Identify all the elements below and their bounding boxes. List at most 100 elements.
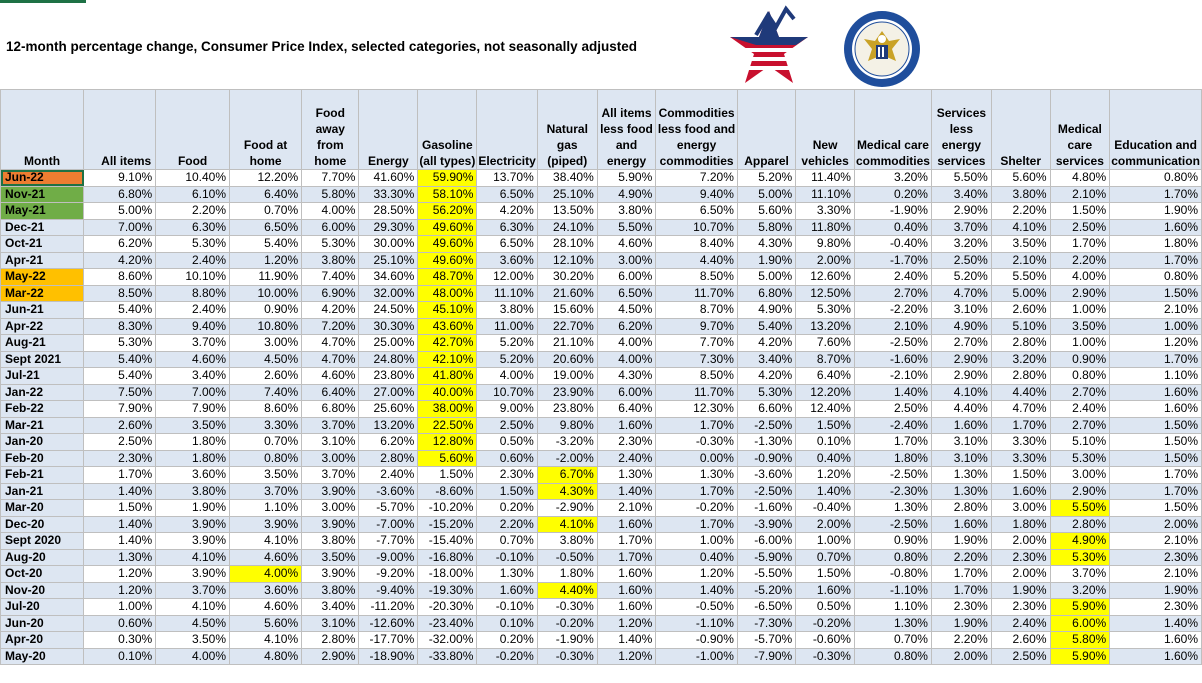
value-cell[interactable]: 3.10% — [930, 449, 992, 467]
column-header[interactable]: Food — [155, 89, 231, 170]
value-cell[interactable]: 2.30% — [596, 433, 657, 451]
value-cell[interactable]: 12.40% — [795, 400, 855, 418]
value-cell[interactable]: -3.60% — [358, 482, 419, 500]
value-cell[interactable]: 3.20% — [990, 350, 1051, 368]
value-cell[interactable]: 11.90% — [229, 268, 303, 286]
value-cell[interactable]: 5.00% — [83, 202, 157, 220]
value-cell[interactable]: 3.00% — [301, 449, 360, 467]
value-cell[interactable]: 4.40% — [536, 581, 598, 599]
value-cell[interactable]: 2.20% — [155, 202, 231, 220]
value-cell[interactable]: 5.50% — [1049, 499, 1111, 517]
value-cell[interactable]: 1.70% — [853, 433, 932, 451]
value-cell[interactable]: -2.50% — [853, 515, 932, 533]
value-cell[interactable]: 2.70% — [930, 334, 992, 352]
value-cell[interactable]: 6.40% — [596, 400, 657, 418]
value-cell[interactable]: 0.70% — [476, 532, 538, 550]
value-cell[interactable]: 11.40% — [795, 169, 855, 187]
value-cell[interactable]: 5.60% — [736, 202, 797, 220]
value-cell[interactable]: 3.50% — [155, 631, 231, 649]
value-cell[interactable]: 2.40% — [155, 251, 231, 269]
value-cell[interactable]: 1.00% — [83, 598, 157, 616]
value-cell[interactable]: 10.80% — [229, 317, 303, 335]
value-cell[interactable]: 2.30% — [1109, 598, 1202, 616]
value-cell[interactable]: -5.70% — [358, 499, 419, 517]
value-cell[interactable]: 4.10% — [536, 515, 598, 533]
month-cell[interactable]: Jan-21 — [0, 482, 85, 500]
value-cell[interactable]: 21.60% — [536, 284, 598, 302]
value-cell[interactable]: 4.00% — [229, 565, 303, 583]
column-header[interactable]: Services less energy services — [930, 89, 992, 170]
value-cell[interactable]: 2.10% — [1049, 185, 1111, 203]
value-cell[interactable]: 42.70% — [417, 334, 478, 352]
value-cell[interactable]: 3.80% — [990, 185, 1051, 203]
value-cell[interactable]: 5.40% — [83, 367, 157, 385]
value-cell[interactable]: 3.00% — [229, 334, 303, 352]
value-cell[interactable]: 8.30% — [83, 317, 157, 335]
value-cell[interactable]: 13.70% — [476, 169, 538, 187]
value-cell[interactable]: 4.60% — [229, 548, 303, 566]
value-cell[interactable]: 1.70% — [1109, 350, 1202, 368]
value-cell[interactable]: 3.10% — [301, 433, 360, 451]
column-header[interactable]: Shelter — [990, 89, 1051, 170]
value-cell[interactable]: 25.10% — [358, 251, 419, 269]
value-cell[interactable]: 1.90% — [736, 251, 797, 269]
value-cell[interactable]: 0.40% — [655, 548, 738, 566]
value-cell[interactable]: -19.30% — [417, 581, 478, 599]
value-cell[interactable]: 4.50% — [229, 350, 303, 368]
column-header[interactable]: Month — [0, 89, 85, 170]
value-cell[interactable]: 5.10% — [990, 317, 1051, 335]
value-cell[interactable]: 1.80% — [155, 433, 231, 451]
month-cell[interactable]: Nov-20 — [0, 581, 85, 599]
value-cell[interactable]: 3.20% — [853, 169, 932, 187]
value-cell[interactable]: 1.40% — [853, 383, 932, 401]
value-cell[interactable]: -8.60% — [417, 482, 478, 500]
value-cell[interactable]: -10.20% — [417, 499, 478, 517]
value-cell[interactable]: 4.10% — [990, 218, 1051, 236]
value-cell[interactable]: 27.00% — [358, 383, 419, 401]
value-cell[interactable]: 3.60% — [155, 466, 231, 484]
value-cell[interactable]: 2.70% — [853, 284, 932, 302]
value-cell[interactable]: 5.30% — [155, 235, 231, 253]
value-cell[interactable]: 3.90% — [229, 515, 303, 533]
value-cell[interactable]: 1.40% — [596, 482, 657, 500]
value-cell[interactable]: 1.00% — [1049, 334, 1111, 352]
value-cell[interactable]: 9.10% — [83, 169, 157, 187]
value-cell[interactable]: 11.10% — [795, 185, 855, 203]
value-cell[interactable]: 5.90% — [596, 169, 657, 187]
value-cell[interactable]: 1.50% — [1109, 449, 1202, 467]
value-cell[interactable]: 2.80% — [358, 449, 419, 467]
value-cell[interactable]: 8.50% — [83, 284, 157, 302]
value-cell[interactable]: 10.70% — [476, 383, 538, 401]
value-cell[interactable]: 2.80% — [930, 499, 992, 517]
value-cell[interactable]: 6.20% — [358, 433, 419, 451]
value-cell[interactable]: 9.40% — [655, 185, 738, 203]
value-cell[interactable]: 1.70% — [930, 581, 992, 599]
value-cell[interactable]: 28.10% — [536, 235, 598, 253]
value-cell[interactable]: -2.50% — [853, 466, 932, 484]
value-cell[interactable]: 6.20% — [83, 235, 157, 253]
value-cell[interactable]: -6.00% — [736, 532, 797, 550]
value-cell[interactable]: 1.50% — [1109, 416, 1202, 434]
value-cell[interactable]: 4.10% — [229, 631, 303, 649]
value-cell[interactable]: 3.30% — [990, 449, 1051, 467]
value-cell[interactable]: 0.70% — [229, 202, 303, 220]
month-cell[interactable]: Jun-21 — [0, 301, 85, 319]
value-cell[interactable]: 48.70% — [417, 268, 478, 286]
month-cell[interactable]: Mar-21 — [0, 416, 85, 434]
value-cell[interactable]: 5.00% — [736, 185, 797, 203]
value-cell[interactable]: 2.40% — [853, 268, 932, 286]
value-cell[interactable]: 43.60% — [417, 317, 478, 335]
value-cell[interactable]: 2.30% — [930, 598, 992, 616]
value-cell[interactable]: -2.50% — [736, 482, 797, 500]
value-cell[interactable]: -1.70% — [853, 251, 932, 269]
value-cell[interactable]: 2.90% — [930, 202, 992, 220]
value-cell[interactable]: 6.50% — [655, 202, 738, 220]
value-cell[interactable]: 6.50% — [229, 218, 303, 236]
value-cell[interactable]: 4.40% — [990, 383, 1051, 401]
column-header[interactable]: Commodities less food and energy commodi… — [655, 89, 738, 170]
value-cell[interactable]: -3.90% — [736, 515, 797, 533]
value-cell[interactable]: 1.80% — [155, 449, 231, 467]
value-cell[interactable]: 3.50% — [155, 416, 231, 434]
value-cell[interactable]: -12.60% — [358, 614, 419, 632]
month-cell[interactable]: Nov-21 — [0, 185, 85, 203]
